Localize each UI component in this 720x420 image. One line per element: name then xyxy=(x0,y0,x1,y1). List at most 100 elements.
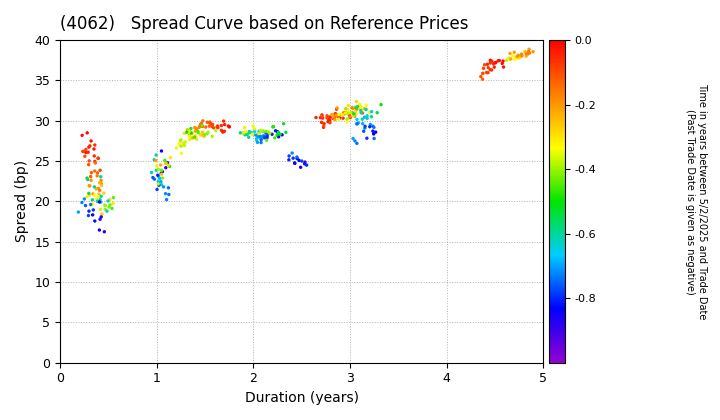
Point xyxy=(503,55,515,61)
Point xyxy=(479,61,490,68)
Y-axis label: Time in years between 5/2/2025 and Trade Date
(Past Trade Date is given as negat: Time in years between 5/2/2025 and Trade… xyxy=(685,83,707,320)
Point xyxy=(73,209,84,215)
Point xyxy=(160,164,171,171)
Point xyxy=(481,69,492,76)
Point xyxy=(350,108,361,115)
Point xyxy=(91,186,102,192)
Point xyxy=(96,181,107,187)
Point xyxy=(80,146,91,153)
Point xyxy=(212,123,223,130)
Point xyxy=(342,106,354,113)
Point xyxy=(521,50,532,57)
Point xyxy=(199,131,210,138)
Point xyxy=(260,128,271,135)
Point xyxy=(504,55,516,62)
Point xyxy=(341,118,353,125)
Point xyxy=(239,124,251,131)
Point xyxy=(482,64,494,71)
Point xyxy=(329,113,341,119)
Point xyxy=(514,54,526,61)
Point xyxy=(179,139,191,145)
Point xyxy=(219,121,230,128)
Point xyxy=(91,198,103,205)
Point xyxy=(185,125,197,132)
Point xyxy=(513,52,524,59)
Point xyxy=(153,181,164,187)
Point xyxy=(350,104,361,111)
Point xyxy=(87,212,99,218)
Point xyxy=(293,157,305,164)
Point xyxy=(194,122,206,129)
Point xyxy=(271,131,283,138)
Point xyxy=(89,146,100,152)
Point xyxy=(83,144,94,150)
Point xyxy=(364,109,375,116)
Point xyxy=(89,168,101,174)
Point xyxy=(151,186,163,193)
Point xyxy=(321,115,333,121)
Point xyxy=(204,120,216,127)
Point xyxy=(321,113,333,119)
Point xyxy=(104,196,116,203)
Y-axis label: Spread (bp): Spread (bp) xyxy=(15,160,29,242)
Point xyxy=(186,130,197,136)
Point xyxy=(351,121,362,127)
Point xyxy=(80,202,91,209)
Point xyxy=(157,168,168,175)
Point xyxy=(351,111,362,118)
Point xyxy=(361,102,372,109)
Point xyxy=(351,116,363,123)
Point xyxy=(333,114,344,121)
Point xyxy=(156,147,167,154)
Point xyxy=(276,131,288,138)
Point xyxy=(207,133,218,140)
Point xyxy=(323,116,335,123)
Point xyxy=(317,115,328,121)
Point xyxy=(352,103,364,110)
Point xyxy=(261,134,273,141)
Point xyxy=(148,176,160,183)
Point xyxy=(482,61,493,68)
Point xyxy=(76,199,88,206)
Point xyxy=(331,105,343,111)
Point xyxy=(252,139,264,146)
Point xyxy=(148,156,160,163)
Point xyxy=(255,135,266,142)
Point xyxy=(199,133,210,139)
Point xyxy=(153,178,164,185)
Point xyxy=(301,162,312,168)
Point xyxy=(355,103,366,110)
Point xyxy=(283,157,294,163)
Point xyxy=(328,113,340,120)
Point xyxy=(256,139,267,146)
Point xyxy=(223,123,235,130)
Point xyxy=(216,127,228,134)
Point xyxy=(355,108,366,114)
Point xyxy=(190,134,202,140)
Point xyxy=(354,106,366,113)
Point xyxy=(329,111,341,118)
Point xyxy=(84,142,96,149)
Point xyxy=(158,184,169,190)
Point xyxy=(240,129,252,135)
Point xyxy=(196,120,207,127)
Point xyxy=(341,110,353,116)
Point xyxy=(155,162,166,168)
Point xyxy=(243,128,255,135)
Point xyxy=(175,138,186,145)
Point xyxy=(160,190,171,197)
Point xyxy=(522,51,534,58)
Point xyxy=(161,160,172,166)
Point xyxy=(337,111,348,118)
Point xyxy=(197,118,209,124)
Point xyxy=(197,122,208,129)
Point xyxy=(359,105,370,112)
Point xyxy=(159,157,171,164)
Point xyxy=(368,124,379,131)
Point xyxy=(76,132,88,139)
Point xyxy=(194,131,206,138)
Point xyxy=(93,193,104,200)
Point xyxy=(152,172,163,178)
Point xyxy=(251,137,262,144)
Point xyxy=(179,139,191,145)
